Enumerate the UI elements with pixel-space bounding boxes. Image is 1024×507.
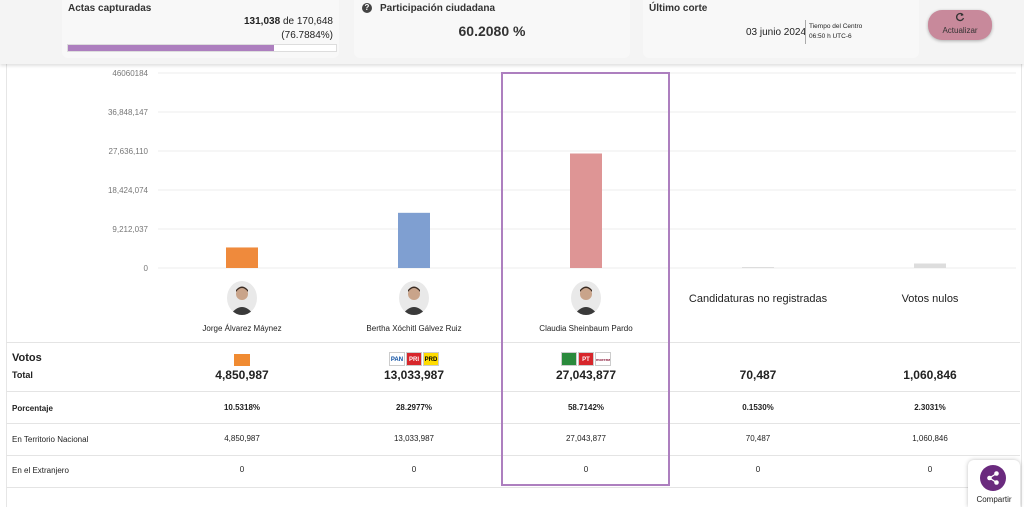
refresh-icon: [928, 12, 992, 25]
actas-of-label: de: [282, 16, 295, 27]
percentage: 28.2977%: [395, 403, 433, 412]
party-logo: [561, 352, 577, 366]
candidate-photo: [227, 281, 257, 315]
actas-progress-fill: [68, 45, 274, 51]
bar-4[interactable]: [914, 263, 946, 268]
corte-timezone: Tiempo del Centro: [809, 23, 863, 30]
participacion-value: 60.2080 %: [458, 23, 526, 39]
row-divider: [6, 391, 1020, 392]
actas-total: 170,648: [296, 16, 333, 27]
percentage: 10.5318%: [223, 403, 261, 412]
total-votes: 27,043,877: [555, 368, 617, 382]
candidate-photo: [571, 281, 601, 315]
corte-card: Último corte 03 junio 2024 Tiempo del Ce…: [643, 0, 919, 58]
candidate-name: Bertha Xóchitl Gálvez Ruiz: [366, 324, 462, 333]
actas-count: 131,038 de 170,648: [244, 16, 333, 27]
y-tick-label: 18,424,074: [108, 186, 149, 195]
party-logo: PT: [578, 352, 594, 366]
party-logo: morena: [595, 352, 611, 366]
party-logo: PAN: [389, 352, 405, 366]
abroad-votes: 0: [583, 465, 589, 474]
y-tick-label: 0: [144, 264, 149, 273]
actas-title: Actas capturadas: [68, 3, 152, 14]
corte-title: Último corte: [649, 3, 708, 14]
candidate-name: Votos nulos: [901, 293, 959, 305]
actas-progress-bar: [67, 44, 337, 52]
question-circle-icon[interactable]: ?: [362, 3, 372, 13]
abroad-votes: 0: [755, 465, 761, 474]
fcm-coalition-logos: PAN PRI PRD: [389, 352, 439, 366]
refresh-label: Actualizar: [942, 26, 978, 35]
abroad-votes: 0: [239, 465, 245, 474]
candidate-photo: [399, 281, 429, 315]
corte-divider: [805, 20, 806, 44]
total-votes: 13,033,987: [383, 368, 445, 382]
actas-percent: (76.7884%): [281, 30, 333, 41]
row-divider: [6, 455, 1020, 456]
national-votes: 4,850,987: [224, 434, 260, 443]
row-divider: [6, 342, 1020, 343]
party-logo: PRD: [423, 352, 439, 366]
national-votes: 1,060,846: [912, 434, 948, 443]
percentage: 58.7142%: [567, 403, 605, 412]
votes-bar-chart: 0 9,212,037 18,424,074 27,636,110 36,848,147…: [108, 69, 1016, 273]
percentage: 2.3031%: [914, 403, 946, 412]
bar-1[interactable]: [398, 212, 430, 268]
y-tick-label: 36,848,147: [108, 108, 149, 117]
results-summary-bar: Actas capturadas 131,038 de 170,648 (76.…: [0, 0, 1024, 64]
national-votes: 70,487: [745, 434, 771, 443]
porcentaje-label: Porcentaje: [12, 404, 53, 413]
abroad-votes: 0: [927, 465, 933, 474]
corte-time: 06:50 h UTC-6: [809, 33, 852, 40]
votos-label: Votos: [12, 352, 42, 364]
total-votes: 70,487: [739, 368, 777, 382]
mc-party-logo: [234, 354, 250, 366]
share-label: Compartir: [976, 495, 1012, 504]
y-tick-label: 9,212,037: [112, 225, 148, 234]
total-votes: 4,850,987: [215, 368, 269, 382]
y-tick-label: 46060184: [112, 69, 148, 78]
national-votes: 13,033,987: [393, 434, 435, 443]
results-panel: [6, 64, 1022, 507]
refresh-button[interactable]: Actualizar: [928, 10, 992, 40]
nacional-label: En Territorio Nacional: [12, 435, 89, 444]
corte-date: 03 junio 2024: [746, 27, 807, 38]
participacion-title: Participación ciudadana: [380, 3, 496, 14]
candidate-name: Claudia Sheinbaum Pardo: [539, 324, 633, 333]
extranjero-label: En el Extranjero: [12, 466, 69, 475]
actas-card: Actas capturadas 131,038 de 170,648 (76.…: [62, 0, 339, 58]
share-icon: [980, 465, 1006, 491]
shh-coalition-logos: PT morena: [561, 352, 611, 366]
total-label: Total: [12, 370, 33, 380]
bar-3[interactable]: [742, 267, 774, 268]
participacion-card: ? Participación ciudadana 60.2080 %: [354, 0, 630, 58]
national-votes: 27,043,877: [565, 434, 607, 443]
candidate-name: Jorge Álvarez Máynez: [202, 324, 282, 333]
candidate-name: Candidaturas no registradas: [688, 293, 828, 305]
actas-captured: 131,038: [244, 16, 281, 27]
row-divider: [6, 487, 1020, 488]
share-button[interactable]: Compartir: [968, 460, 1020, 507]
bar-2[interactable]: [570, 153, 602, 268]
row-divider: [6, 423, 1020, 424]
bar-0[interactable]: [226, 247, 258, 268]
party-logo: PRI: [406, 352, 422, 366]
total-votes: 1,060,846: [903, 368, 957, 382]
y-tick-label: 27,636,110: [109, 147, 149, 156]
percentage: 0.1530%: [742, 403, 774, 412]
abroad-votes: 0: [411, 465, 417, 474]
